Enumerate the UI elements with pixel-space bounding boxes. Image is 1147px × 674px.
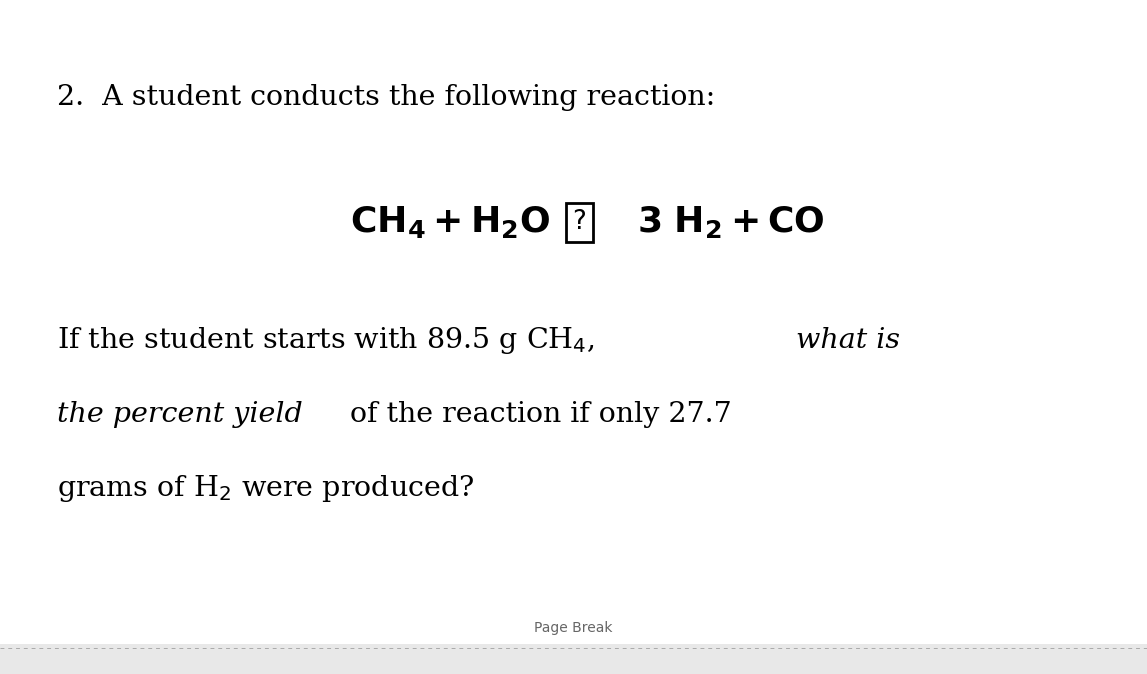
Text: $\mathbf{3\ H_2 + CO}$: $\mathbf{3\ H_2 + CO}$ bbox=[637, 204, 825, 241]
Text: If the student starts with 89.5 g CH$_4$,: If the student starts with 89.5 g CH$_4$… bbox=[57, 325, 598, 356]
Text: of the reaction if only 27.7: of the reaction if only 27.7 bbox=[341, 401, 732, 428]
Text: 2.  A student conducts the following reaction:: 2. A student conducts the following reac… bbox=[57, 84, 716, 111]
Text: Page Break: Page Break bbox=[535, 621, 612, 635]
Text: what is: what is bbox=[796, 327, 900, 354]
Text: $\mathbf{CH_4 + H_2O}$: $\mathbf{CH_4 + H_2O}$ bbox=[351, 204, 551, 241]
Text: ?: ? bbox=[572, 210, 586, 235]
FancyBboxPatch shape bbox=[0, 0, 1147, 644]
Text: the percent yield: the percent yield bbox=[57, 401, 303, 428]
Text: grams of H$_2$ were produced?: grams of H$_2$ were produced? bbox=[57, 473, 475, 504]
